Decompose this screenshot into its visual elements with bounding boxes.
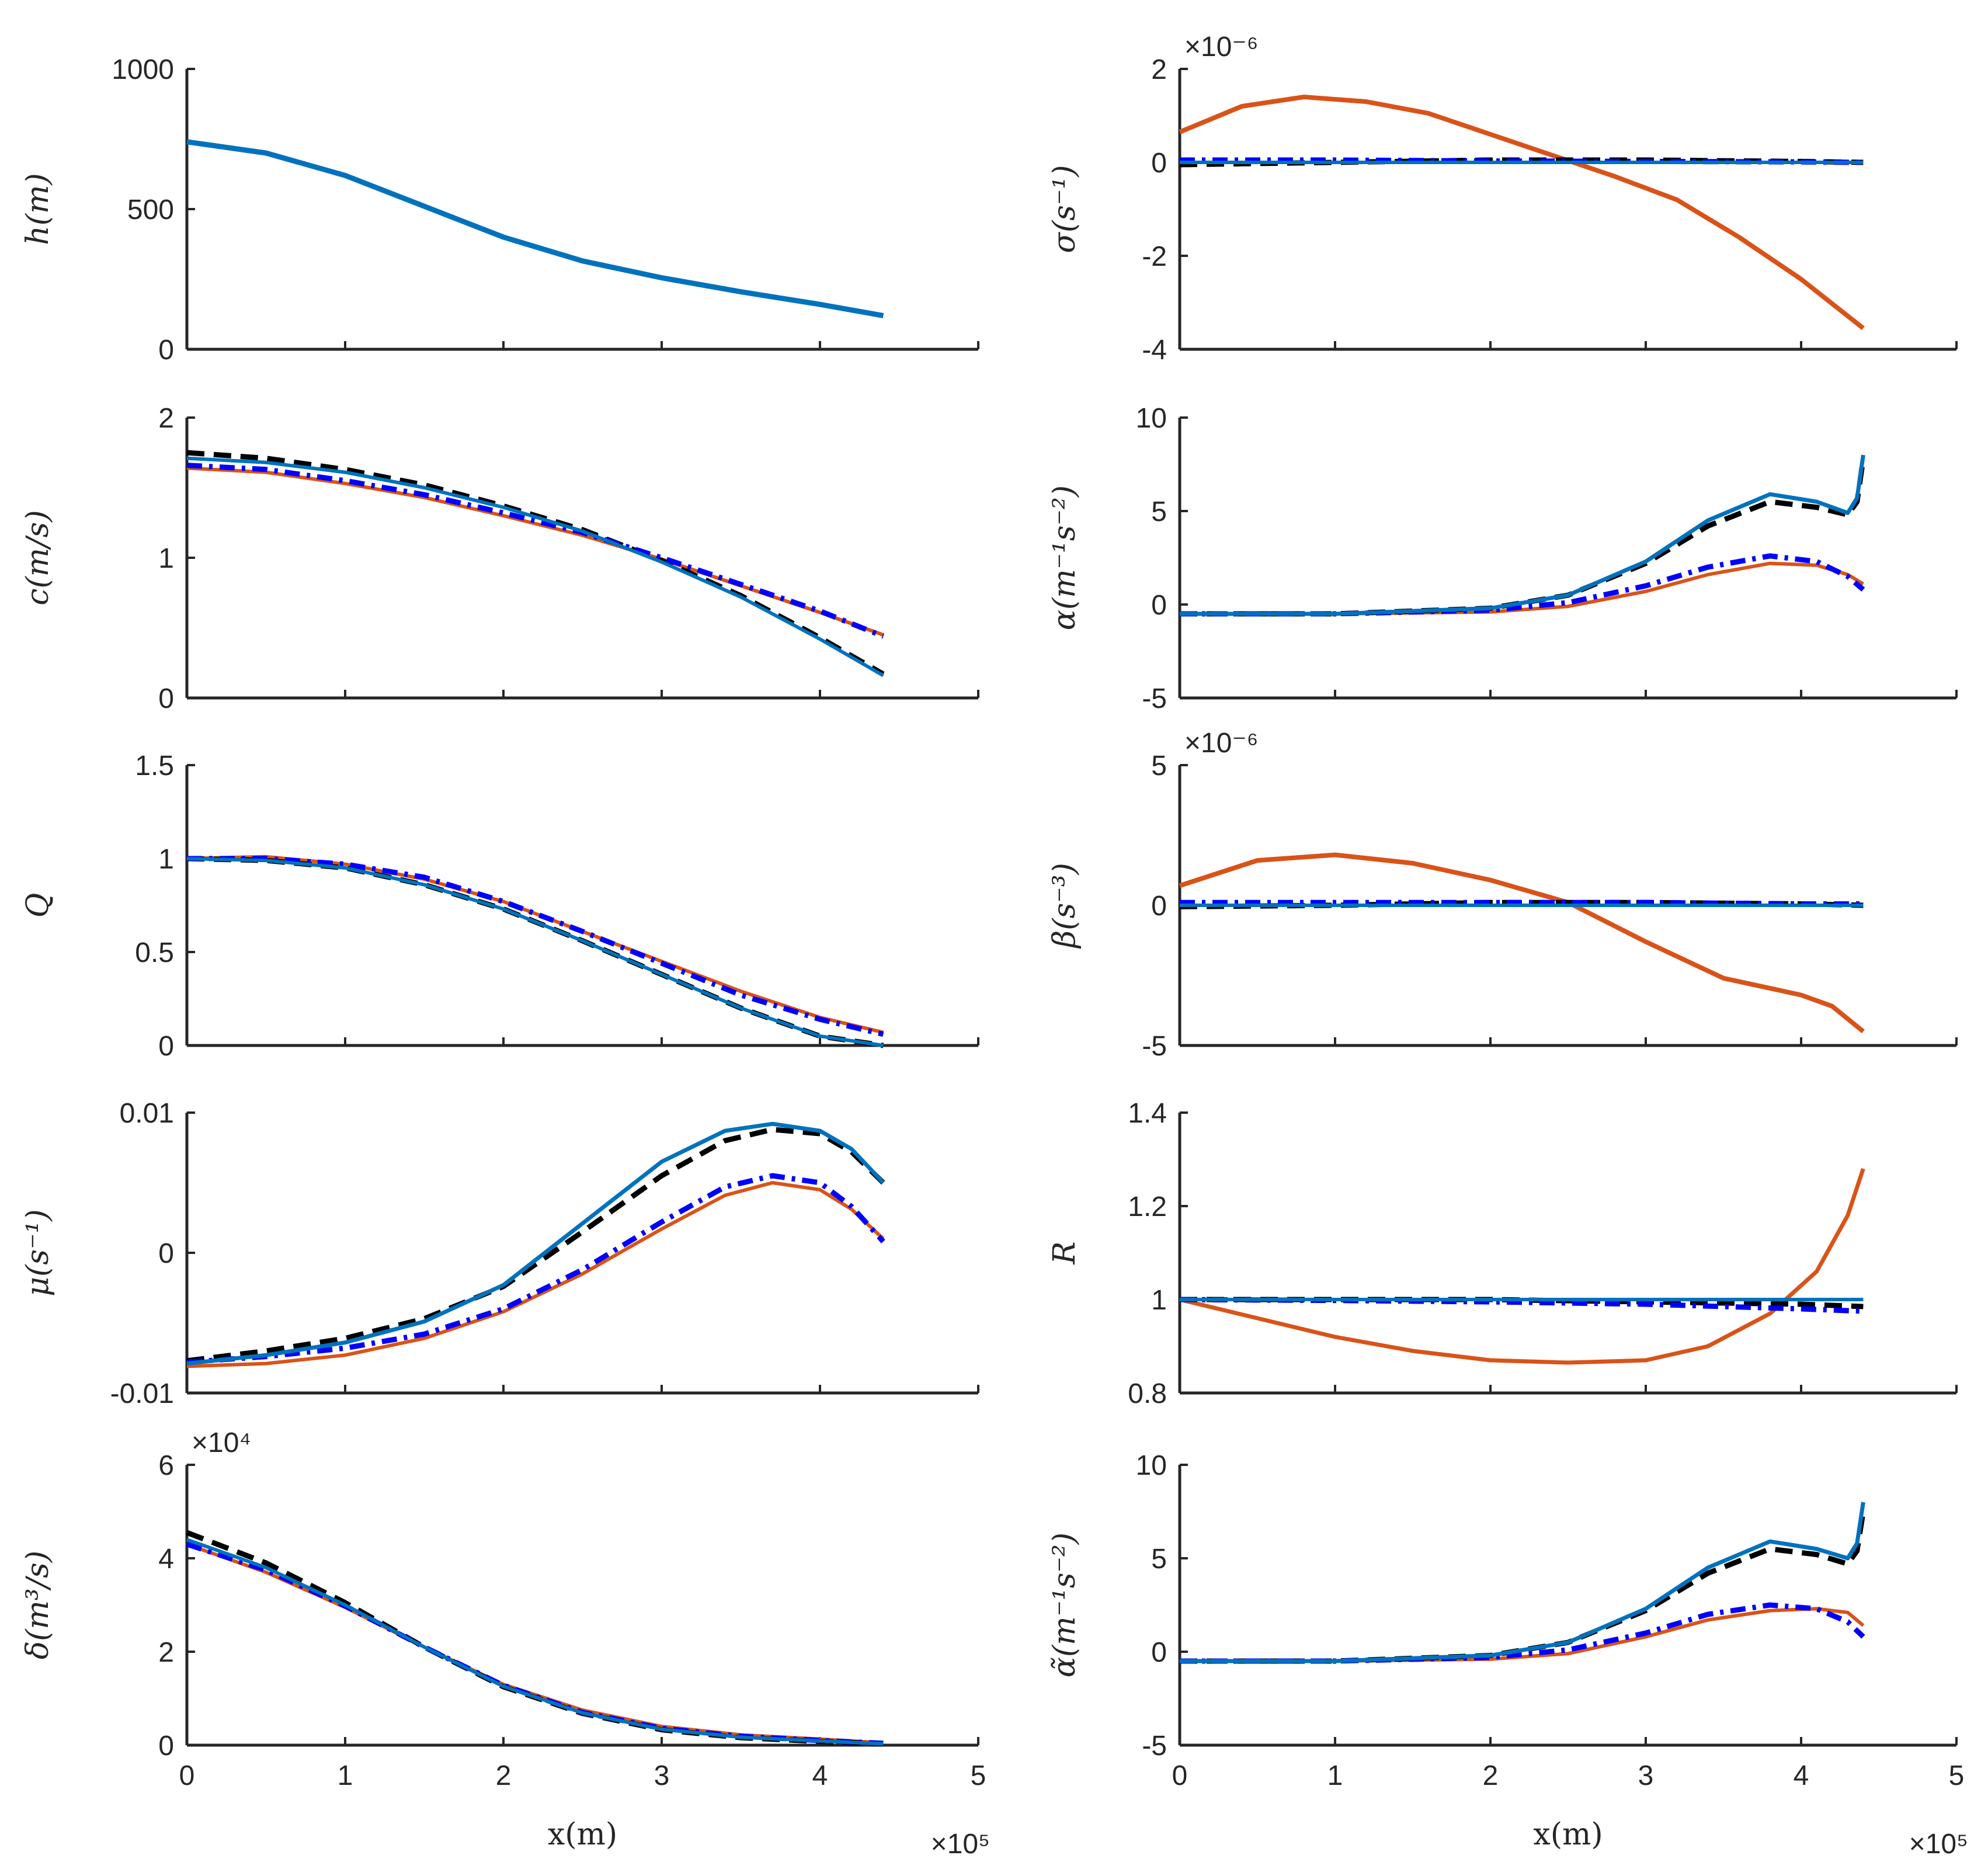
- c-series-blue_dashdot: [186, 463, 885, 639]
- alpha_tilde-ytick-label: -5: [1142, 1731, 1167, 1762]
- R-ytick-label: 0.8: [1128, 1378, 1167, 1409]
- alpha_tilde-ytick-label: 0: [1151, 1637, 1167, 1668]
- alpha-ylabel: α(m⁻¹s⁻²): [1047, 485, 1082, 630]
- alpha_tilde-series-blue_solid: [1180, 1502, 1865, 1663]
- sigma-y-multiplier: ×10⁻⁶: [1184, 32, 1259, 62]
- delta-xtick-label: 1: [338, 1760, 353, 1791]
- alpha_tilde-xtick-label: 3: [1638, 1760, 1654, 1791]
- delta-ytick-label: 2: [158, 1637, 174, 1668]
- sigma-ylabel: σ(s⁻¹): [1047, 165, 1082, 253]
- alpha_tilde-xtick-label: 2: [1483, 1760, 1499, 1791]
- delta-xtick-label: 4: [812, 1760, 828, 1791]
- alpha_tilde-x-multiplier: ×10⁵: [1909, 1829, 1968, 1860]
- h-ytick-label: 500: [127, 194, 174, 225]
- alpha-series-blue_solid: [1180, 454, 1865, 616]
- mu-ytick-label: 0: [158, 1238, 174, 1269]
- beta-ytick-label: 5: [1151, 751, 1167, 781]
- alpha-ytick-label: 5: [1151, 496, 1167, 527]
- alpha_tilde-ytick-label: 5: [1151, 1544, 1167, 1575]
- R-ylabel: R: [1047, 1241, 1082, 1264]
- R-ytick-label: 1.4: [1128, 1098, 1167, 1129]
- beta-ytick-label: 0: [1151, 891, 1167, 922]
- h-ytick-label: 1000: [112, 54, 174, 85]
- R-series-orange: [1179, 1168, 1865, 1365]
- c-ytick-label: 1: [158, 543, 174, 574]
- mu-series-orange: [186, 1181, 885, 1368]
- delta-y-multiplier: ×10⁴: [192, 1427, 251, 1458]
- R-ytick-label: 1: [1151, 1285, 1167, 1316]
- c-series-blue_solid: [186, 456, 884, 678]
- delta-series-black: [186, 1530, 884, 1747]
- alpha_tilde-xtick-label: 4: [1794, 1760, 1809, 1791]
- alpha-ytick-label: 10: [1136, 403, 1167, 434]
- Q-ytick-label: 0: [158, 1031, 174, 1062]
- alpha_tilde-ylabel: α̃(m⁻¹s⁻²): [1047, 1533, 1082, 1677]
- alpha_tilde-xlabel: x(m): [1533, 1817, 1603, 1852]
- alpha_tilde-xtick-label: 1: [1327, 1760, 1343, 1791]
- delta-ytick-label: 6: [158, 1450, 174, 1481]
- mu-series-blue_dashdot: [186, 1173, 885, 1365]
- delta-xtick-label: 5: [971, 1760, 986, 1791]
- alpha_tilde-ytick-label: 10: [1136, 1450, 1167, 1481]
- beta-series-orange: [1179, 852, 1865, 1034]
- delta-xtick-label: 2: [496, 1760, 512, 1791]
- alpha-series-black: [1180, 458, 1866, 617]
- mu-series-black: [186, 1127, 885, 1364]
- alpha_tilde-xtick-label: 5: [1949, 1760, 1965, 1791]
- mu-series-blue_solid: [186, 1121, 885, 1366]
- Q-series-orange: [186, 854, 884, 1034]
- beta-y-multiplier: ×10⁻⁶: [1184, 728, 1259, 759]
- mu-ytick-label: -0.01: [110, 1378, 174, 1409]
- c-ytick-label: 0: [158, 683, 174, 714]
- sigma-ytick-label: -2: [1142, 241, 1167, 272]
- Q-ylabel: Q: [20, 893, 55, 918]
- delta-ylabel: δ(m³/s): [20, 1551, 55, 1659]
- delta-ytick-label: 4: [158, 1544, 174, 1575]
- h-ytick-label: 0: [158, 335, 174, 366]
- Q-series-blue_dashdot: [187, 856, 884, 1037]
- alpha_tilde-xtick-label: 0: [1172, 1760, 1188, 1791]
- h-ylabel: h(m): [20, 173, 55, 245]
- delta-ytick-label: 0: [158, 1731, 174, 1762]
- delta-xtick-label: 0: [179, 1760, 195, 1791]
- mu-ytick-label: 0.01: [120, 1098, 174, 1129]
- alpha-ytick-label: -5: [1142, 683, 1167, 714]
- c-ylabel: c(m/s): [20, 510, 55, 605]
- R-series-blue_dashdot: [1179, 1297, 1864, 1314]
- alpha_tilde-series-black: [1180, 1511, 1866, 1664]
- sigma-ytick-label: 2: [1151, 54, 1167, 85]
- R-ytick-label: 1.2: [1128, 1191, 1167, 1222]
- Q-ytick-label: 0.5: [135, 937, 174, 968]
- beta-ylabel: β(s⁻³): [1047, 863, 1082, 949]
- delta-xtick-label: 3: [654, 1760, 670, 1791]
- c-series-orange: [186, 466, 884, 637]
- sigma-ytick-label: 0: [1151, 148, 1167, 179]
- mu-ylabel: μ(s⁻¹): [20, 1209, 55, 1296]
- delta-series-blue_solid: [186, 1538, 884, 1746]
- c-ytick-label: 2: [158, 403, 174, 434]
- Q-series-blue_solid: [186, 857, 884, 1047]
- delta-x-multiplier: ×10⁵: [931, 1829, 990, 1860]
- beta-ytick-label: -5: [1142, 1031, 1167, 1062]
- Q-series-black: [186, 856, 884, 1048]
- h-series-h: [186, 139, 884, 318]
- Q-ytick-label: 1: [158, 844, 174, 875]
- Q-ytick-label: 1.5: [135, 751, 174, 781]
- sigma-series-orange: [1179, 95, 1865, 331]
- sigma-ytick-label: -4: [1142, 335, 1167, 366]
- delta-xlabel: x(m): [548, 1817, 617, 1852]
- c-series-black: [186, 450, 885, 677]
- alpha-ytick-label: 0: [1151, 590, 1167, 621]
